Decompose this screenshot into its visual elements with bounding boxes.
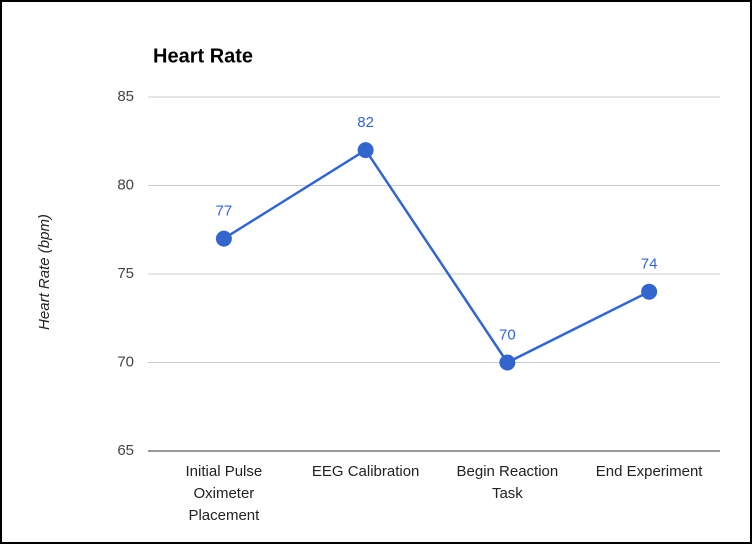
data-label: 70	[499, 326, 516, 343]
y-axis-label: Heart Rate (bpm)	[36, 214, 53, 330]
x-tick-label: Initial Pulse Oximeter Placement	[185, 463, 263, 524]
x-tick-label: End Experiment	[595, 463, 703, 480]
data-label: 82	[357, 114, 374, 131]
line	[223, 148, 650, 365]
point	[499, 354, 516, 371]
chart-title: Heart Rate	[153, 45, 253, 67]
point	[641, 283, 658, 300]
y-tick-label: 85	[117, 88, 134, 105]
x-tick-label: Begin Reaction Task	[456, 463, 559, 502]
y-tick-label: 70	[117, 353, 134, 370]
y-tick-label: 80	[117, 176, 134, 193]
point	[357, 142, 374, 159]
x-tick-label: EEG Calibration	[311, 463, 420, 480]
data-label: 77	[216, 203, 233, 220]
y-tick-label: 65	[117, 442, 134, 459]
point	[215, 230, 232, 247]
y-tick-label: 75	[117, 265, 134, 282]
data-label: 74	[641, 256, 658, 273]
